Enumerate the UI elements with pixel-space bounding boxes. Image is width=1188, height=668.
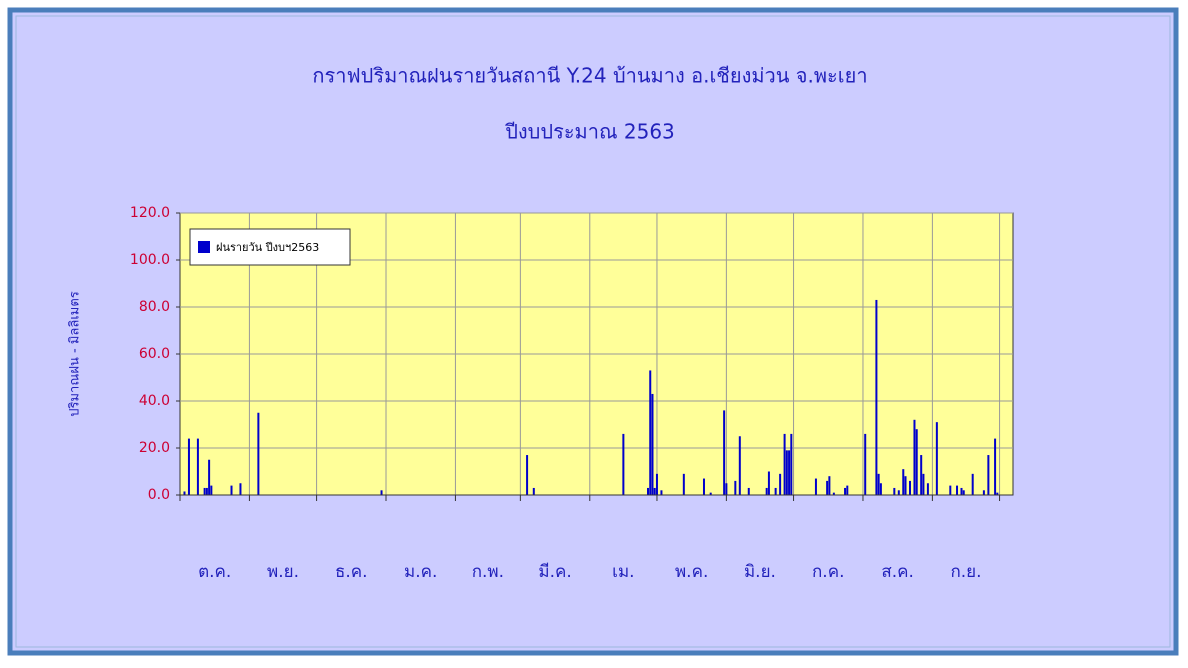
bar bbox=[723, 410, 726, 495]
x-tick-label: ม.ค. bbox=[404, 562, 437, 582]
y-tick-label: 20.0 bbox=[139, 440, 170, 456]
bar bbox=[655, 473, 658, 495]
bar bbox=[682, 473, 685, 495]
x-tick-label: มี.ค. bbox=[538, 562, 571, 582]
bar bbox=[183, 491, 186, 495]
bar bbox=[725, 483, 728, 495]
bar bbox=[196, 438, 199, 495]
bar bbox=[651, 393, 654, 495]
bar bbox=[734, 480, 737, 495]
legend-label: ฝนรายวัน ปีงบฯ2563 bbox=[216, 241, 319, 254]
bar bbox=[920, 455, 923, 495]
y-tick-label: 40.0 bbox=[139, 393, 170, 409]
chart-title: กราฟปริมาณฝนรายวันสถานี Y.24 บ้านมาง อ.เ… bbox=[312, 64, 867, 88]
x-tick-label: ก.ค. bbox=[812, 562, 844, 582]
bar bbox=[649, 370, 652, 495]
y-tick-label: 80.0 bbox=[139, 299, 170, 315]
bar bbox=[774, 487, 777, 495]
bar bbox=[660, 490, 663, 495]
bar bbox=[846, 485, 849, 495]
bar bbox=[832, 492, 835, 495]
bar bbox=[935, 422, 938, 495]
y-tick-label: 120.0 bbox=[130, 205, 170, 221]
bar bbox=[709, 492, 712, 495]
bar bbox=[653, 487, 656, 495]
y-tick-label: 60.0 bbox=[139, 346, 170, 362]
bar bbox=[788, 450, 791, 495]
bar bbox=[982, 490, 985, 495]
bar bbox=[622, 433, 625, 495]
bar bbox=[987, 455, 990, 495]
bar bbox=[915, 429, 918, 495]
bar bbox=[790, 433, 793, 495]
bar bbox=[971, 473, 974, 495]
bar bbox=[956, 485, 959, 495]
bar bbox=[647, 487, 650, 495]
bar bbox=[908, 480, 911, 495]
bar bbox=[893, 487, 896, 495]
bar bbox=[828, 476, 831, 495]
bar bbox=[864, 433, 867, 495]
bar bbox=[239, 483, 242, 495]
legend-swatch bbox=[198, 241, 210, 253]
bar bbox=[962, 490, 965, 495]
bar bbox=[532, 487, 535, 495]
bar bbox=[826, 480, 829, 495]
bar bbox=[875, 299, 878, 495]
bar bbox=[779, 473, 782, 495]
x-tick-label: ส.ค. bbox=[881, 562, 914, 582]
bar bbox=[926, 483, 929, 495]
bar bbox=[913, 419, 916, 495]
x-tick-label: เม. bbox=[612, 562, 634, 582]
x-tick-label: ต.ค. bbox=[198, 562, 231, 582]
bar bbox=[526, 455, 529, 495]
bar bbox=[783, 433, 786, 495]
bar bbox=[765, 487, 768, 495]
bar bbox=[747, 487, 750, 495]
bar bbox=[203, 487, 206, 495]
bar bbox=[996, 492, 999, 495]
chart-subtitle: ปีงบประมาณ 2563 bbox=[505, 120, 675, 144]
x-tick-label: ก.ย. bbox=[950, 562, 981, 582]
bar bbox=[844, 487, 847, 495]
x-tick-label: ธ.ค. bbox=[335, 562, 368, 582]
bar bbox=[879, 483, 882, 495]
x-tick-label: พ.ค. bbox=[675, 562, 708, 582]
bar bbox=[897, 490, 900, 495]
legend-box bbox=[189, 228, 351, 266]
x-tick-label: มิ.ย. bbox=[744, 562, 776, 582]
bar bbox=[205, 487, 208, 495]
bar bbox=[210, 485, 213, 495]
bar bbox=[187, 438, 190, 495]
y-tick-label: 100.0 bbox=[130, 252, 170, 268]
bar bbox=[257, 412, 260, 495]
bar bbox=[814, 478, 817, 495]
bar bbox=[785, 450, 788, 495]
y-axis-label: ปริมาณฝน - มิลลิเมตร bbox=[68, 291, 83, 417]
x-tick-label: พ.ย. bbox=[267, 562, 299, 582]
bar bbox=[949, 485, 952, 495]
bar bbox=[702, 478, 705, 495]
x-tick-label: ก.พ. bbox=[472, 562, 504, 582]
bar bbox=[960, 487, 963, 495]
bar bbox=[208, 459, 211, 495]
bar bbox=[902, 469, 905, 495]
bar bbox=[994, 438, 997, 495]
y-tick-label: 0.0 bbox=[148, 487, 170, 503]
bar bbox=[767, 471, 770, 495]
bar bbox=[877, 473, 880, 495]
bar bbox=[904, 476, 907, 495]
bar bbox=[380, 490, 383, 495]
bar bbox=[738, 436, 741, 495]
chart-frame-inner bbox=[15, 15, 1171, 648]
bar bbox=[230, 485, 233, 495]
bar bbox=[922, 473, 925, 495]
